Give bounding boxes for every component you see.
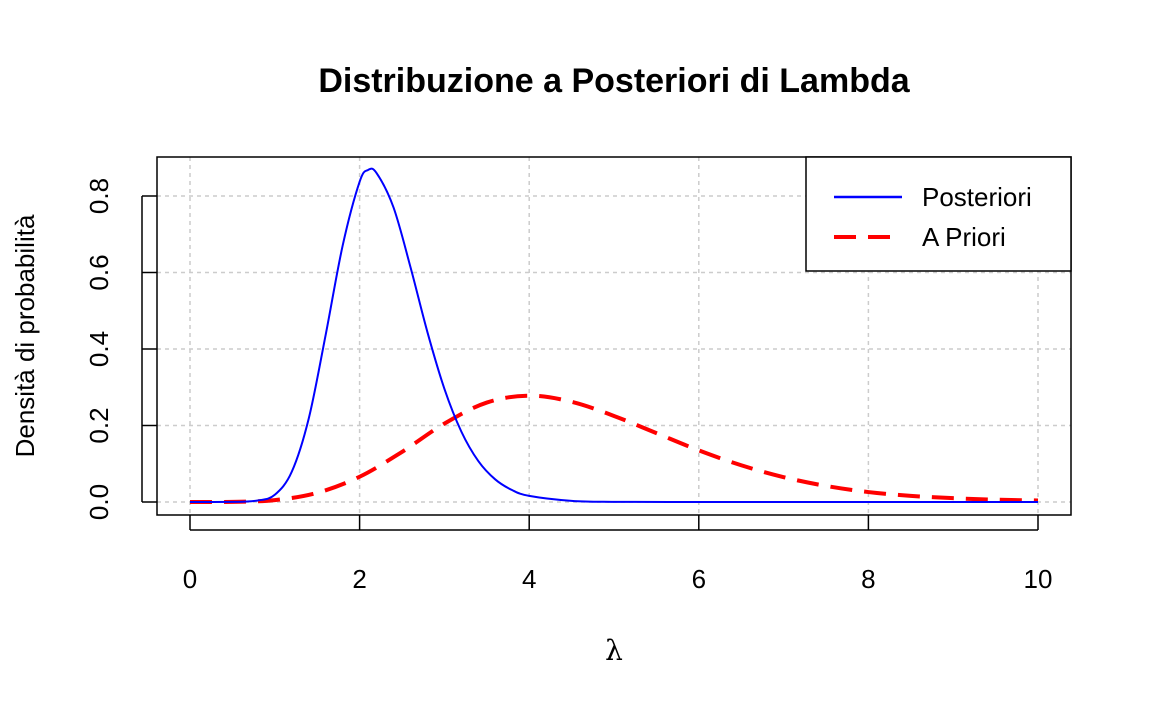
series-line-a-priori xyxy=(189,393,1039,504)
y-tick-label: 0.4 xyxy=(84,331,114,367)
series-layer xyxy=(189,167,1039,504)
legend: Posteriori A Priori xyxy=(805,156,1072,272)
x-axis: 0 2 4 6 8 10 xyxy=(183,515,1053,594)
y-tick-label: 0.2 xyxy=(84,407,114,443)
y-axis: 0.0 0.2 0.4 0.6 0.8 xyxy=(84,178,157,520)
x-tick-label: 8 xyxy=(861,564,875,594)
x-tick-label: 6 xyxy=(692,564,706,594)
series-line-posteriori xyxy=(189,167,1038,504)
x-tick-label: 4 xyxy=(522,564,536,594)
legend-label-posteriori: Posteriori xyxy=(922,182,1032,212)
y-axis-label: Densità di probabilità xyxy=(10,214,40,457)
legend-label-a-priori: A Priori xyxy=(922,222,1006,252)
x-tick-label: 0 xyxy=(183,564,197,594)
x-tick-label: 10 xyxy=(1024,564,1053,594)
plot-frame xyxy=(156,156,1072,516)
x-tick-label: 2 xyxy=(352,564,366,594)
y-tick-label: 0.8 xyxy=(84,178,114,214)
x-axis-label: λ xyxy=(605,634,623,667)
legend-box xyxy=(805,156,1072,272)
y-tick-label: 0.0 xyxy=(84,484,114,520)
y-tick-label: 0.6 xyxy=(84,254,114,290)
chart-title: Distribuzione a Posteriori di Lambda xyxy=(318,62,910,100)
